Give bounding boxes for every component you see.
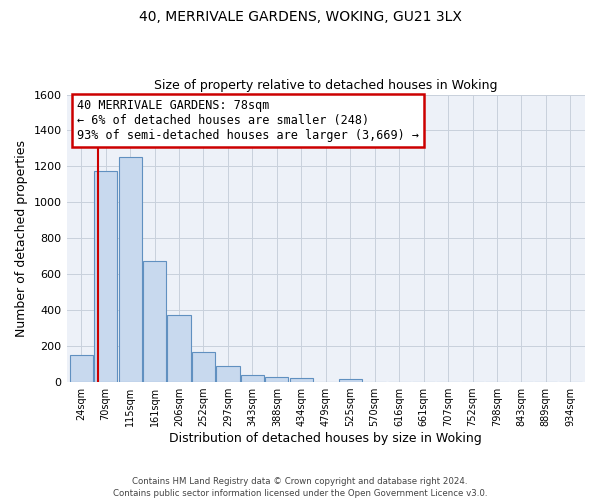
Bar <box>217 366 239 382</box>
Bar <box>167 314 191 382</box>
Bar <box>241 376 264 382</box>
Bar <box>265 377 289 382</box>
Bar <box>70 355 93 382</box>
Bar <box>94 171 117 382</box>
Bar <box>290 378 313 382</box>
Bar <box>143 261 166 382</box>
X-axis label: Distribution of detached houses by size in Woking: Distribution of detached houses by size … <box>169 432 482 445</box>
Bar <box>119 156 142 382</box>
Title: Size of property relative to detached houses in Woking: Size of property relative to detached ho… <box>154 79 497 92</box>
Text: 40, MERRIVALE GARDENS, WOKING, GU21 3LX: 40, MERRIVALE GARDENS, WOKING, GU21 3LX <box>139 10 461 24</box>
Bar <box>192 352 215 382</box>
Bar <box>338 379 362 382</box>
Text: Contains HM Land Registry data © Crown copyright and database right 2024.
Contai: Contains HM Land Registry data © Crown c… <box>113 476 487 498</box>
Y-axis label: Number of detached properties: Number of detached properties <box>15 140 28 337</box>
Text: 40 MERRIVALE GARDENS: 78sqm
← 6% of detached houses are smaller (248)
93% of sem: 40 MERRIVALE GARDENS: 78sqm ← 6% of deta… <box>77 99 419 142</box>
